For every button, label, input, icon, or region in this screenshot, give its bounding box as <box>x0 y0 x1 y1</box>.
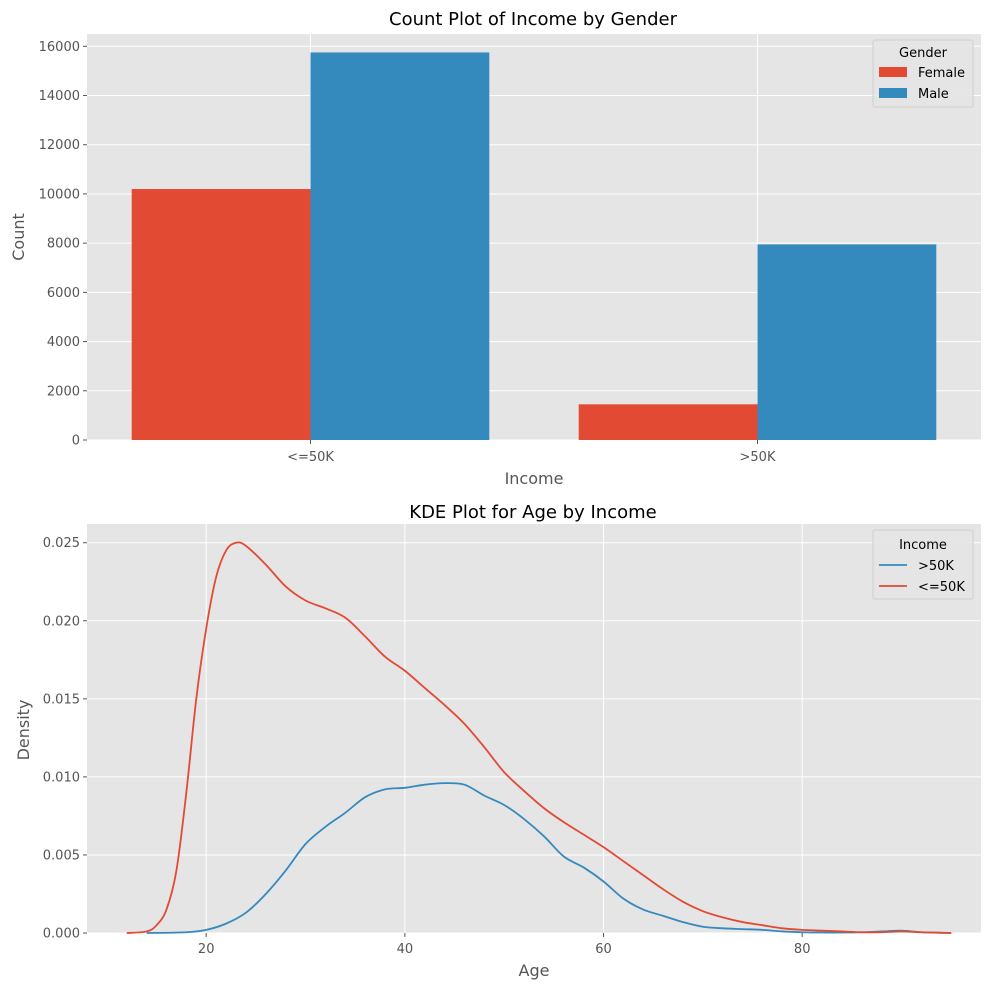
y-tick-label: 0.005 <box>43 848 80 863</box>
count-plot-x-ticks: <=50K >50K <box>287 440 776 465</box>
y-tick-label: 6000 <box>47 286 80 301</box>
kde-plot-x-ticks: 20 40 60 80 <box>198 933 811 957</box>
kde-plot-title: KDE Plot for Age by Income <box>409 502 656 523</box>
kde-line-le50k <box>126 541 952 934</box>
legend-box <box>872 529 974 600</box>
count-plot-x-label: Income <box>505 469 564 488</box>
kde-plot-area <box>87 524 981 933</box>
legend-label: <=50K <box>918 580 965 595</box>
y-tick-label: 0.010 <box>43 770 80 785</box>
count-plot-y-ticks: 0 2000 4000 6000 8000 10000 12000 14000 16000 <box>39 40 87 449</box>
legend-title: Gender <box>899 46 948 61</box>
x-tick-label: 60 <box>595 942 612 957</box>
legend-label: >50K <box>918 559 954 574</box>
bar-male-gt50k <box>757 244 937 440</box>
legend-swatch <box>879 67 907 77</box>
y-tick-label: 0.020 <box>43 614 80 629</box>
x-tick-label: 80 <box>794 942 811 957</box>
y-tick-label: 0 <box>72 434 80 449</box>
count-plot-legend: Gender Female Male <box>872 39 974 108</box>
kde-line-gt50k <box>146 782 952 934</box>
y-tick-label: 4000 <box>47 335 80 350</box>
kde-plot-x-label: Age <box>519 961 550 980</box>
x-tick-label: 40 <box>397 942 414 957</box>
y-tick-label: 10000 <box>39 187 80 202</box>
x-tick-label: 20 <box>198 942 215 957</box>
y-tick-label: 0.025 <box>43 536 80 551</box>
kde-plot-y-label: Density <box>14 700 33 761</box>
y-tick-label: 0.000 <box>43 927 80 942</box>
legend-label: Male <box>918 87 949 102</box>
kde-plot-y-ticks: 0.000 0.005 0.010 0.015 0.020 0.025 <box>43 536 87 942</box>
legend-title: Income <box>899 538 947 553</box>
kde-plot-legend: Income >50K <=50K <box>872 529 974 600</box>
y-tick-label: 16000 <box>39 40 80 55</box>
x-tick-label: >50K <box>740 450 776 465</box>
x-tick-label: <=50K <box>287 450 334 465</box>
count-plot-title: Count Plot of Income by Gender <box>389 9 678 30</box>
bar-female-gt50k <box>578 404 758 440</box>
kde-plot-lines <box>126 541 952 934</box>
y-tick-label: 0.015 <box>43 692 80 707</box>
y-tick-label: 12000 <box>39 138 80 153</box>
y-tick-label: 8000 <box>47 237 80 252</box>
kde-plot: KDE Plot for Age by Income 0.0000.0050.0… <box>14 502 981 980</box>
count-plot: Count Plot of Income by Gender 0 2000 4000… <box>9 9 981 488</box>
count-plot-y-label: Count <box>9 213 28 261</box>
bar-female-le50k <box>131 189 311 440</box>
y-tick-label: 2000 <box>47 384 80 399</box>
legend-swatch <box>879 88 907 98</box>
bar-male-le50k <box>310 52 490 441</box>
count-plot-bars <box>131 52 937 441</box>
y-tick-label: 14000 <box>39 89 80 104</box>
legend-label: Female <box>918 66 965 81</box>
